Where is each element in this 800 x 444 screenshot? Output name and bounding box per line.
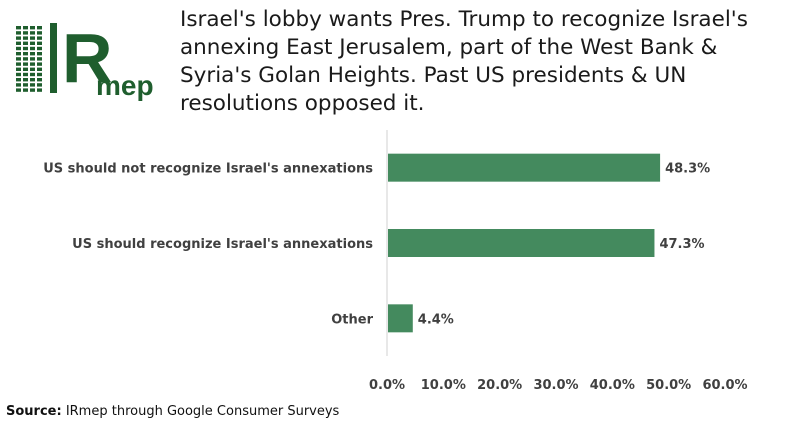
logo-grid-cell: [37, 78, 42, 82]
logo-grid-cell: [37, 36, 42, 40]
logo-letter: R: [62, 19, 113, 97]
logo-grid-cell: [37, 83, 42, 87]
logo-grid-cell: [30, 72, 35, 77]
logo-grid-cell: [23, 52, 28, 56]
logo-grid-cell: [16, 78, 21, 82]
logo-grid-cell: [37, 46, 42, 51]
logo-grid-cell: [30, 67, 35, 71]
logo-grid-cell: [23, 36, 28, 40]
logo-grid-cell: [37, 57, 42, 61]
logo-bar-grid: [16, 26, 42, 92]
logo-grid-cell: [37, 88, 42, 92]
category-label: US should not recognize Israel's annexat…: [43, 162, 373, 177]
bar: [388, 304, 413, 333]
x-tick-label: 0.0%: [369, 378, 405, 393]
logo-grid-cell: [30, 57, 35, 61]
logo-grid-cell: [16, 52, 21, 56]
logo-grid-cell: [30, 31, 35, 35]
logo-grid-cell: [16, 46, 21, 51]
x-tick-label: 50.0%: [646, 378, 691, 393]
category-label: Other: [331, 312, 373, 327]
x-tick-label: 60.0%: [702, 378, 747, 393]
x-tick-label: 30.0%: [533, 378, 578, 393]
logo-grid-cell: [23, 72, 28, 77]
logo-grid-cell: [16, 41, 21, 45]
bar: [388, 229, 655, 257]
source-text: IRmep through Google Consumer Surveys: [61, 404, 340, 419]
logo-grid-cell: [37, 41, 42, 45]
category-label: US should recognize Israel's annexations: [72, 237, 373, 252]
source-label: Source:: [6, 404, 62, 419]
logo-grid-cell: [37, 31, 42, 35]
logo-grid-cell: [30, 41, 35, 45]
logo-grid-cell: [37, 26, 42, 30]
logo-grid-cell: [16, 57, 21, 61]
logo-grid-cell: [37, 62, 42, 66]
source-note: Source: IRmep through Google Consumer Su…: [6, 404, 339, 419]
logo-grid-cell: [23, 83, 28, 87]
logo-grid-cell: [23, 26, 28, 30]
logo-grid-cell: [16, 62, 21, 66]
logo-grid-cell: [16, 88, 21, 92]
logo-grid-cell: [30, 52, 35, 56]
data-label: 47.3%: [659, 237, 704, 252]
logo-grid-cell: [16, 67, 21, 71]
logo-grid-cell: [30, 88, 35, 92]
logo-grid-cell: [37, 52, 42, 56]
logo-grid-cell: [23, 46, 28, 51]
logo-grid-cell: [23, 88, 28, 92]
data-label: 48.3%: [665, 162, 710, 177]
logo-grid-cell: [23, 41, 28, 45]
bar-chart: US should not recognize Israel's annexat…: [43, 130, 748, 393]
logo-grid-cell: [30, 78, 35, 82]
logo-text: mep: [96, 70, 154, 101]
logo-grid-cell: [16, 83, 21, 87]
logo-grid-cell: [23, 57, 28, 61]
headline: Israel's lobby wants Pres. Trump to reco…: [180, 7, 748, 116]
x-tick-label: 40.0%: [590, 378, 635, 393]
logo-grid-cell: [30, 62, 35, 66]
logo-grid-cell: [16, 26, 21, 30]
logo-grid-cell: [30, 83, 35, 87]
logo-grid-cell: [37, 67, 42, 71]
bar: [388, 153, 661, 182]
x-tick-label: 10.0%: [421, 378, 466, 393]
logo-grid-cell: [30, 26, 35, 30]
logo-grid-cell: [30, 46, 35, 51]
logo-grid-cell: [23, 62, 28, 66]
logo-grid-cell: [16, 72, 21, 77]
data-label: 4.4%: [418, 312, 454, 327]
logo-grid-cell: [30, 36, 35, 40]
logo-divider: [50, 23, 57, 93]
x-tick-label: 20.0%: [477, 378, 522, 393]
logo-grid-cell: [16, 36, 21, 40]
logo-grid-cell: [23, 78, 28, 82]
logo-grid-cell: [37, 72, 42, 77]
logo-grid-cell: [23, 31, 28, 35]
logo-grid-cell: [23, 67, 28, 71]
irmep-logo: R mep: [16, 19, 154, 101]
logo-grid-cell: [16, 31, 21, 35]
